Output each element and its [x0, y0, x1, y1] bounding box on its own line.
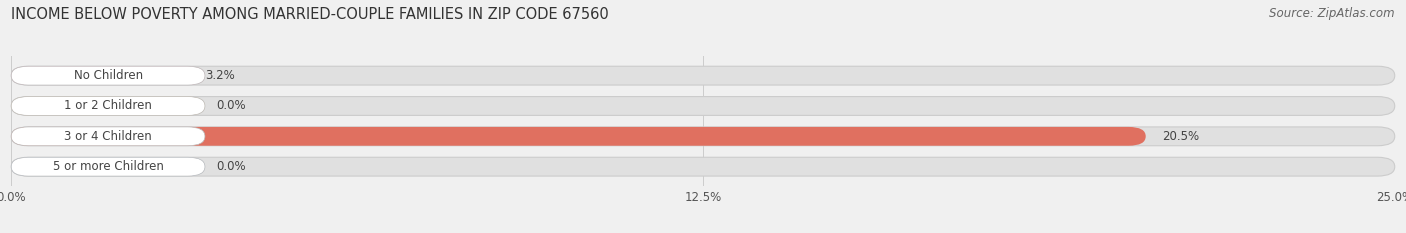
Text: 5 or more Children: 5 or more Children — [52, 160, 163, 173]
FancyBboxPatch shape — [11, 97, 1395, 115]
Text: 20.5%: 20.5% — [1163, 130, 1199, 143]
Text: Source: ZipAtlas.com: Source: ZipAtlas.com — [1270, 7, 1395, 20]
FancyBboxPatch shape — [11, 97, 205, 115]
FancyBboxPatch shape — [11, 157, 205, 176]
Text: INCOME BELOW POVERTY AMONG MARRIED-COUPLE FAMILIES IN ZIP CODE 67560: INCOME BELOW POVERTY AMONG MARRIED-COUPL… — [11, 7, 609, 22]
Text: 3.2%: 3.2% — [205, 69, 235, 82]
FancyBboxPatch shape — [11, 157, 1395, 176]
FancyBboxPatch shape — [11, 127, 1395, 146]
Text: 0.0%: 0.0% — [217, 99, 246, 113]
FancyBboxPatch shape — [11, 66, 1395, 85]
FancyBboxPatch shape — [11, 127, 1146, 146]
Text: 3 or 4 Children: 3 or 4 Children — [65, 130, 152, 143]
FancyBboxPatch shape — [11, 127, 205, 146]
FancyBboxPatch shape — [11, 157, 205, 176]
Text: 0.0%: 0.0% — [217, 160, 246, 173]
FancyBboxPatch shape — [11, 66, 205, 85]
Text: No Children: No Children — [73, 69, 142, 82]
Text: 1 or 2 Children: 1 or 2 Children — [65, 99, 152, 113]
FancyBboxPatch shape — [11, 97, 205, 115]
FancyBboxPatch shape — [11, 66, 205, 85]
